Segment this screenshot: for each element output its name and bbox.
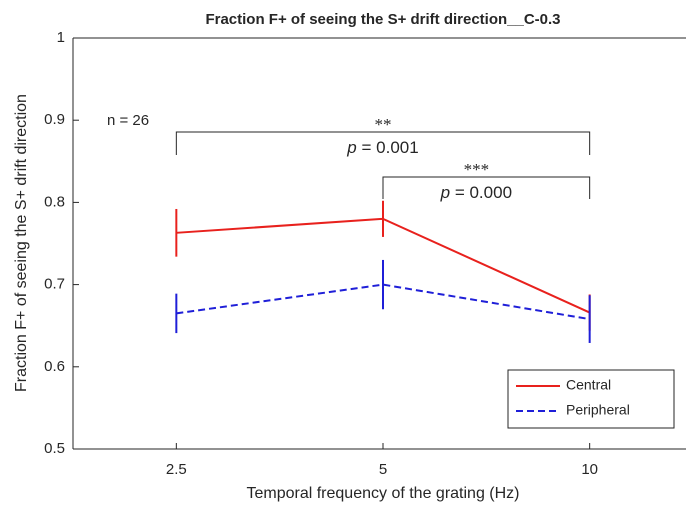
x-tick-label: 10 <box>581 461 598 478</box>
significance-bracket <box>382 176 591 199</box>
legend-label: Central <box>566 377 611 393</box>
legend-label: Peripheral <box>566 402 630 418</box>
significance-bracket <box>175 131 591 155</box>
y-tick-label: 0.8 <box>44 193 65 210</box>
y-tick-label: 0.5 <box>44 440 65 457</box>
p-text: = 0.001 <box>362 138 419 157</box>
series-line <box>176 217 591 314</box>
x-tick-label: 2.5 <box>166 461 187 478</box>
p-value: p = 0.001 <box>346 138 418 157</box>
p-symbol: p <box>346 138 356 157</box>
x-tick-label: 5 <box>379 461 387 478</box>
significance-stars: *** <box>464 160 490 179</box>
series-line <box>176 283 590 321</box>
y-axis-label: Fraction F+ of seeing the S+ drift direc… <box>13 94 30 392</box>
p-value: p = 0.000 <box>440 183 512 202</box>
y-tick-label: 0.9 <box>44 111 65 128</box>
chart-title: Fraction F+ of seeing the S+ drift direc… <box>205 11 560 28</box>
p-text: = 0.000 <box>455 183 512 202</box>
y-tick-label: 0.7 <box>44 276 65 293</box>
legend-box <box>507 369 675 429</box>
y-tick-label: 0.6 <box>44 358 65 375</box>
p-symbol: p <box>440 183 450 202</box>
y-tick-label: 1 <box>57 29 65 46</box>
x-axis-label: Temporal frequency of the grating (Hz) <box>246 485 519 502</box>
n-annotation: n = 26 <box>107 112 149 129</box>
significance-stars: ** <box>375 115 392 134</box>
